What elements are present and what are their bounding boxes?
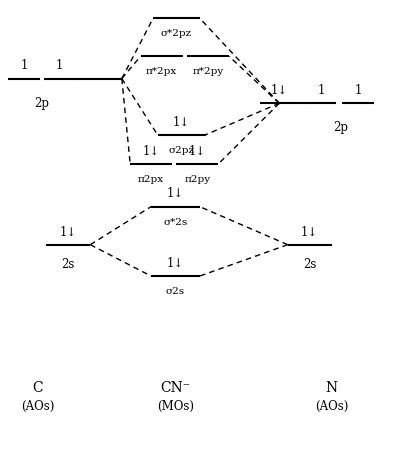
Text: N: N bbox=[326, 381, 338, 396]
Text: CN⁻: CN⁻ bbox=[160, 381, 191, 396]
Text: 1↓: 1↓ bbox=[142, 145, 160, 158]
Text: π*2px: π*2px bbox=[146, 67, 177, 76]
Text: 2p: 2p bbox=[34, 97, 49, 110]
Text: σ*2s: σ*2s bbox=[163, 218, 187, 227]
Text: 1↓: 1↓ bbox=[167, 257, 184, 270]
Text: π2px: π2px bbox=[138, 175, 164, 184]
Text: 1: 1 bbox=[56, 59, 63, 72]
Text: C: C bbox=[32, 381, 43, 396]
Text: 1: 1 bbox=[318, 84, 325, 97]
Text: 1↓: 1↓ bbox=[301, 225, 318, 238]
Text: 1↓: 1↓ bbox=[173, 115, 190, 128]
Text: σ*2pz: σ*2pz bbox=[161, 29, 192, 38]
Text: 1↓: 1↓ bbox=[167, 187, 184, 200]
Text: 2p: 2p bbox=[333, 121, 348, 134]
Text: 2s: 2s bbox=[303, 258, 316, 271]
Text: 2s: 2s bbox=[62, 258, 75, 271]
Text: (AOs): (AOs) bbox=[21, 400, 55, 413]
Text: σ2s: σ2s bbox=[166, 287, 185, 296]
Text: (MOs): (MOs) bbox=[157, 400, 194, 413]
Text: 1: 1 bbox=[21, 59, 28, 72]
Text: σ2pz: σ2pz bbox=[169, 146, 194, 155]
Text: 1↓: 1↓ bbox=[189, 145, 206, 158]
Text: 1↓: 1↓ bbox=[270, 84, 288, 97]
Text: 1↓: 1↓ bbox=[60, 225, 77, 238]
Text: (AOs): (AOs) bbox=[315, 400, 349, 413]
Text: 1: 1 bbox=[354, 84, 362, 97]
Text: π2py: π2py bbox=[184, 175, 210, 184]
Text: π*2py: π*2py bbox=[192, 67, 223, 76]
